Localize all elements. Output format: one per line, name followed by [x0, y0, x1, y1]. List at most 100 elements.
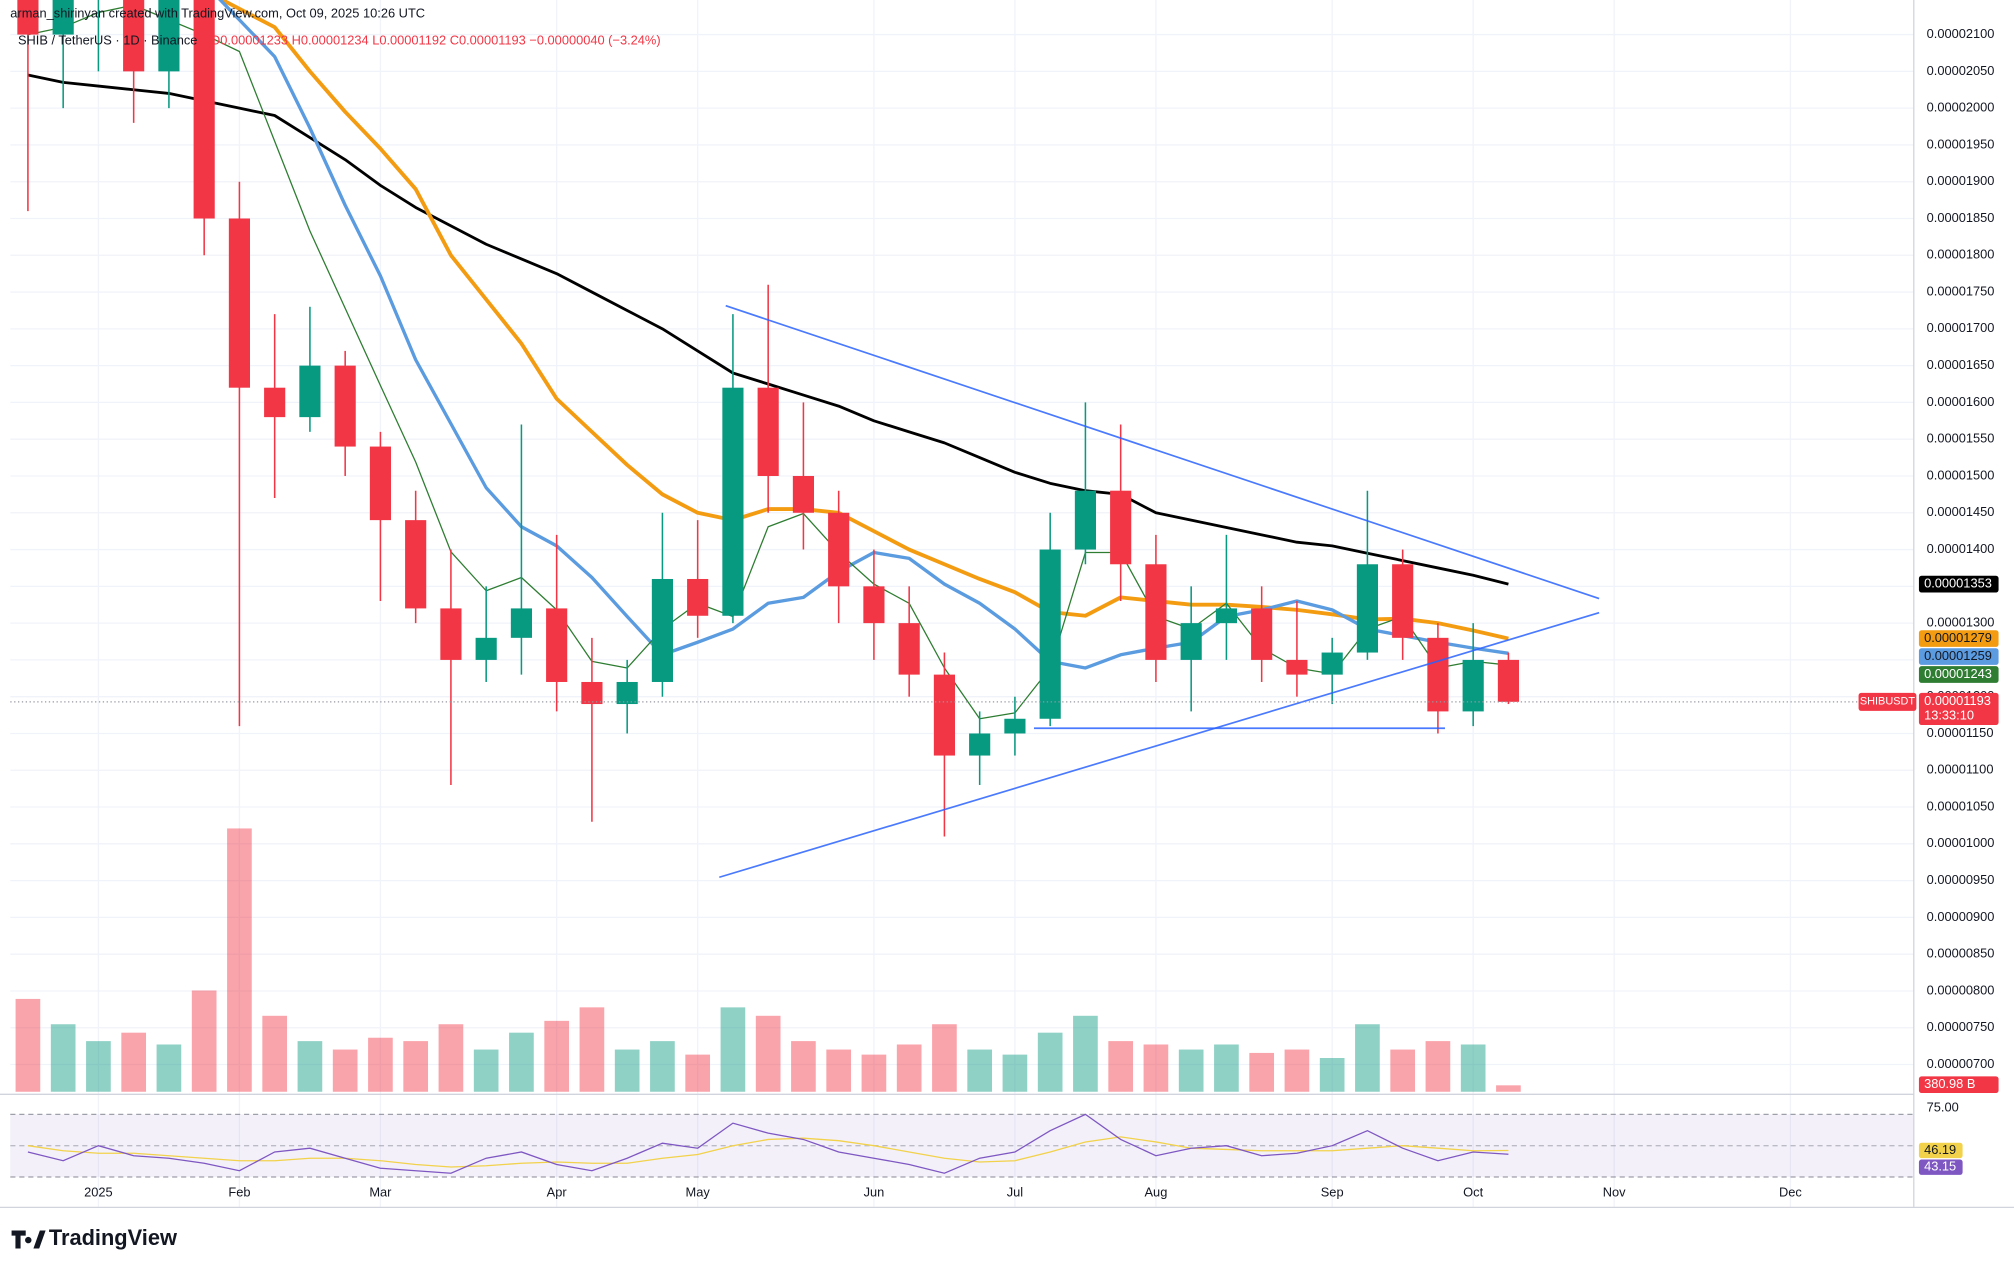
volume-bar: [191, 990, 217, 1092]
x-tick-label: May: [686, 1185, 711, 1200]
volume-bar: [1073, 1015, 1098, 1092]
candle-body: [792, 475, 814, 513]
ma-value-label: 0.00001353: [1924, 576, 1992, 591]
candle-body: [1392, 564, 1414, 638]
y-tick-label: 0.00001900: [1927, 173, 1995, 188]
price-tag-box: [1918, 692, 1999, 725]
volume-bar: [121, 1032, 147, 1092]
volume-bar: [967, 1049, 993, 1092]
volume-bar: [156, 1044, 182, 1092]
candle-body: [1074, 490, 1096, 550]
volume-bar: [50, 1024, 76, 1092]
x-tick-label: Jun: [864, 1185, 885, 1200]
logo: TradingView: [11, 1225, 178, 1250]
candle-body: [1251, 608, 1273, 660]
x-tick-label: Dec: [1779, 1185, 1802, 1200]
y-tick-label: 0.00001750: [1927, 283, 1995, 298]
volume-bar: [1214, 1044, 1239, 1092]
candle-body: [828, 512, 850, 587]
y-tick-label: 0.00002000: [1927, 100, 1995, 115]
candle-body: [1004, 718, 1026, 734]
candle-body: [722, 387, 744, 616]
x-tick-label: Mar: [369, 1185, 392, 1200]
volume-bar: [1496, 1085, 1521, 1092]
volume-bar: [15, 998, 41, 1092]
candle-body: [1215, 608, 1237, 624]
candle-body: [123, 0, 145, 72]
candle-body: [581, 681, 603, 705]
y-tick-label: 0.00001950: [1927, 136, 1995, 151]
volume-bar: [650, 1041, 675, 1092]
x-tick-label: 2025: [84, 1185, 113, 1200]
volume-bar: [262, 1015, 288, 1092]
credit: arman_shirinyan created with TradingView…: [10, 6, 425, 21]
ma-value-box: [1918, 648, 1999, 665]
ma-value-box: [1918, 630, 1999, 647]
volume-bar: [1460, 1044, 1486, 1092]
volume-bar: [1002, 1054, 1028, 1092]
candle-body: [17, 0, 39, 35]
y-tick-label: 0.00001800: [1927, 247, 1995, 262]
candle-body: [475, 637, 497, 660]
y-tick-label: 75.00: [1927, 1099, 1959, 1114]
candle-body: [334, 365, 356, 447]
volume-bar: [791, 1041, 816, 1092]
x-tick-label: Jul: [1007, 1185, 1023, 1200]
logo-icon: [11, 1230, 46, 1249]
candle-body: [228, 218, 250, 388]
candle-body: [969, 733, 991, 756]
volume-bar: [1178, 1049, 1204, 1092]
y-tick-label: 0.00001500: [1927, 467, 1995, 482]
volume-bar: [544, 1020, 570, 1092]
volume-bar: [332, 1049, 358, 1092]
volume-bar: [1108, 1041, 1134, 1092]
y-tick-label: 0.00001450: [1927, 504, 1995, 519]
y-tick-label: 0.00001850: [1927, 210, 1995, 225]
y-tick-label: 0.00001650: [1927, 357, 1995, 372]
volume-bar: [861, 1054, 887, 1092]
ma-value-box: [1918, 666, 1999, 683]
trendline: [725, 304, 1600, 600]
candle-body: [52, 0, 74, 35]
volume-bar: [1355, 1024, 1380, 1092]
volume-bar: [1249, 1052, 1275, 1092]
price-labels: 0.00001353 0.00001279 0.00001259 0.00001243…: [10, 576, 1999, 1175]
candle-body: [1039, 549, 1061, 719]
candle-body: [863, 586, 885, 624]
x-tick-label: Aug: [1145, 1185, 1168, 1200]
symbol-tag: SHIBUSDT: [1860, 696, 1915, 708]
x-tick-label: Feb: [228, 1185, 250, 1200]
candle-body: [651, 578, 673, 682]
y-tick-label: 0.00001400: [1927, 541, 1995, 556]
y-tick-label: 0.00000700: [1927, 1056, 1995, 1071]
volume-bar: [297, 1041, 323, 1092]
rsi-value-box: [1918, 1159, 1963, 1175]
volume-bar: [403, 1041, 429, 1092]
volume-bar: [1284, 1049, 1310, 1092]
volume-bar: [438, 1024, 464, 1092]
logo-text: TradingView: [49, 1225, 178, 1250]
candle-body: [757, 387, 779, 476]
candle-body: [1145, 564, 1167, 660]
volume-bar: [579, 1007, 605, 1092]
candle-body: [1497, 659, 1519, 702]
candle-body: [1462, 659, 1484, 712]
volume-bar: [685, 1054, 711, 1092]
symbol: SHIB / TetherUS · 1D · Binance: [18, 32, 197, 47]
rsi-band: [10, 1114, 1914, 1178]
volume-bar: [720, 1007, 746, 1092]
candle-body: [193, 0, 215, 219]
volume-bar: [755, 1015, 781, 1092]
candle-body: [687, 578, 709, 616]
y-tick-label: 0.00001150: [1927, 725, 1994, 740]
rsi-value-label: 43.15: [1924, 1159, 1956, 1174]
candle-body: [440, 608, 462, 660]
ma-value-label: 0.00001279: [1924, 630, 1992, 645]
volume-bar: [473, 1049, 499, 1092]
candle-body: [264, 387, 286, 418]
y-tick-label: 0.00001550: [1927, 431, 1995, 446]
volume-bar: [1390, 1049, 1416, 1092]
candle-body: [616, 681, 638, 705]
